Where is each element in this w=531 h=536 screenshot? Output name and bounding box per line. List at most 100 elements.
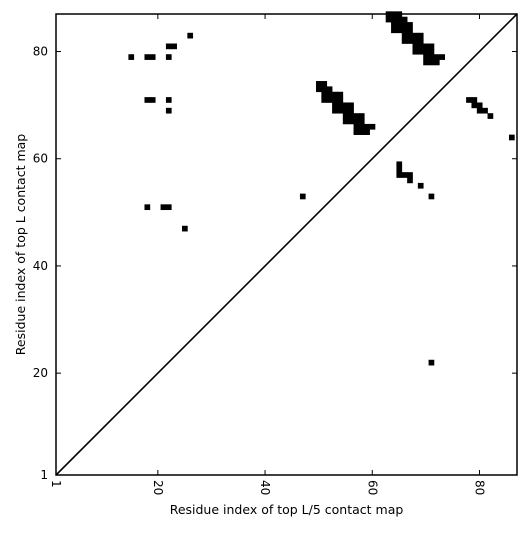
contact-cell-upper: [337, 97, 344, 103]
contact-cell-upper: [321, 81, 328, 87]
contact-cell-lower: [396, 166, 403, 173]
contact-cell-lower: [471, 102, 478, 109]
contact-cell-lower: [407, 177, 413, 184]
contact-cell-upper: [385, 16, 392, 23]
contact-cell-upper: [144, 97, 151, 103]
contact-cell-upper: [326, 91, 333, 98]
contact-cell-upper: [439, 54, 445, 60]
contact-cell-upper: [149, 97, 156, 103]
contact-cell-lower: [466, 97, 472, 103]
contact-cell-upper: [342, 102, 349, 109]
contact-cell-upper: [401, 32, 408, 39]
contact-cell-upper: [326, 97, 333, 103]
contact-cell-upper: [423, 48, 429, 55]
contact-cell-upper: [428, 59, 435, 66]
contact-cell-lower: [417, 182, 424, 189]
contact-cell-upper: [412, 43, 419, 50]
diagonal-layer: [55, 13, 518, 476]
contact-cell-upper: [321, 97, 328, 103]
contact-cell-upper: [423, 54, 429, 60]
contact-cell-upper: [353, 118, 360, 125]
contacts-layer: [128, 11, 515, 366]
contact-cell-upper: [165, 97, 172, 103]
contact-cell-upper: [407, 22, 413, 28]
contact-cell-upper: [358, 129, 365, 135]
contact-cell-upper: [165, 43, 172, 50]
contact-cell-upper: [428, 48, 435, 55]
contact-cell-upper: [417, 38, 424, 44]
ticks-layer: 1 20 40 60 80 1 20 40 60 80: [33, 14, 517, 495]
contact-cell-upper: [348, 113, 354, 119]
contact-cell-upper: [332, 97, 338, 103]
diagonal-line: [55, 13, 518, 476]
y-tick-label: 20: [33, 366, 48, 380]
contact-cell-lower: [401, 172, 408, 178]
contact-cell-upper: [423, 43, 429, 50]
contact-cell-upper: [391, 16, 397, 23]
contact-cell-upper: [316, 86, 322, 93]
contact-cell-upper: [332, 107, 338, 114]
x-tick-label: 80: [472, 480, 486, 495]
contact-cell-lower: [396, 161, 403, 168]
contact-cell-upper: [144, 54, 151, 60]
contact-cell-upper: [332, 102, 338, 109]
x-axis-title: Residue index of top L/5 contact map: [170, 502, 404, 517]
contact-cell-upper: [358, 118, 365, 125]
contact-cell-upper: [433, 54, 440, 60]
contact-cell-upper: [412, 32, 419, 39]
contact-cell-upper: [396, 27, 403, 34]
contact-cell-lower: [476, 107, 483, 114]
contact-cell-upper: [128, 54, 135, 60]
contact-cell-lower: [508, 134, 515, 141]
contact-cell-upper: [428, 54, 435, 60]
contact-cell-upper: [187, 32, 194, 39]
contact-cell-lower: [471, 97, 478, 103]
contact-cell-upper: [353, 123, 360, 130]
contact-cell-upper: [401, 16, 408, 23]
contact-cell-upper: [144, 204, 151, 211]
contact-cell-upper: [182, 225, 188, 232]
contact-cell-upper: [358, 123, 365, 130]
contact-cell-upper: [417, 43, 424, 50]
contact-cell-upper: [342, 118, 349, 125]
contact-cell-upper: [316, 81, 322, 87]
contact-cell-upper: [396, 22, 403, 28]
contact-cell-upper: [417, 48, 424, 55]
contact-cell-upper: [342, 107, 349, 114]
contact-cell-upper: [321, 91, 328, 98]
contact-cell-upper: [348, 118, 354, 125]
y-tick-label: 1: [40, 468, 48, 482]
x-tick-label: 60: [365, 480, 379, 495]
contact-cell-upper: [401, 38, 408, 44]
contact-cell-upper: [149, 54, 156, 60]
contact-cell-upper: [348, 102, 354, 109]
contact-cell-upper: [407, 27, 413, 34]
contact-cell-lower: [407, 172, 413, 178]
contact-cell-upper: [353, 113, 360, 119]
contact-cell-upper: [364, 123, 370, 130]
y-axis-title: Residue index of top L contact map: [13, 134, 28, 355]
contact-cell-upper: [401, 22, 408, 28]
contact-cell-upper: [299, 193, 306, 200]
contact-cell-upper: [369, 123, 376, 130]
contact-cell-upper: [417, 32, 424, 39]
contact-cell-upper: [364, 129, 370, 135]
contact-cell-upper: [423, 59, 429, 66]
contact-cell-lower: [476, 102, 483, 109]
contact-cell-upper: [391, 22, 397, 28]
contact-cell-upper: [337, 102, 344, 109]
contact-cell-upper: [337, 107, 344, 114]
contact-cell-upper: [358, 113, 365, 119]
y-tick-label: 80: [33, 45, 48, 59]
contact-cell-upper: [407, 32, 413, 39]
contact-cell-upper: [428, 43, 435, 50]
contact-cell-upper: [332, 91, 338, 98]
contact-cell-lower: [396, 172, 403, 178]
contact-cell-upper: [342, 113, 349, 119]
contact-cell-upper: [160, 204, 167, 211]
contact-cell-upper: [412, 38, 419, 44]
contact-cell-lower: [487, 113, 494, 119]
contact-cell-lower: [482, 107, 488, 114]
